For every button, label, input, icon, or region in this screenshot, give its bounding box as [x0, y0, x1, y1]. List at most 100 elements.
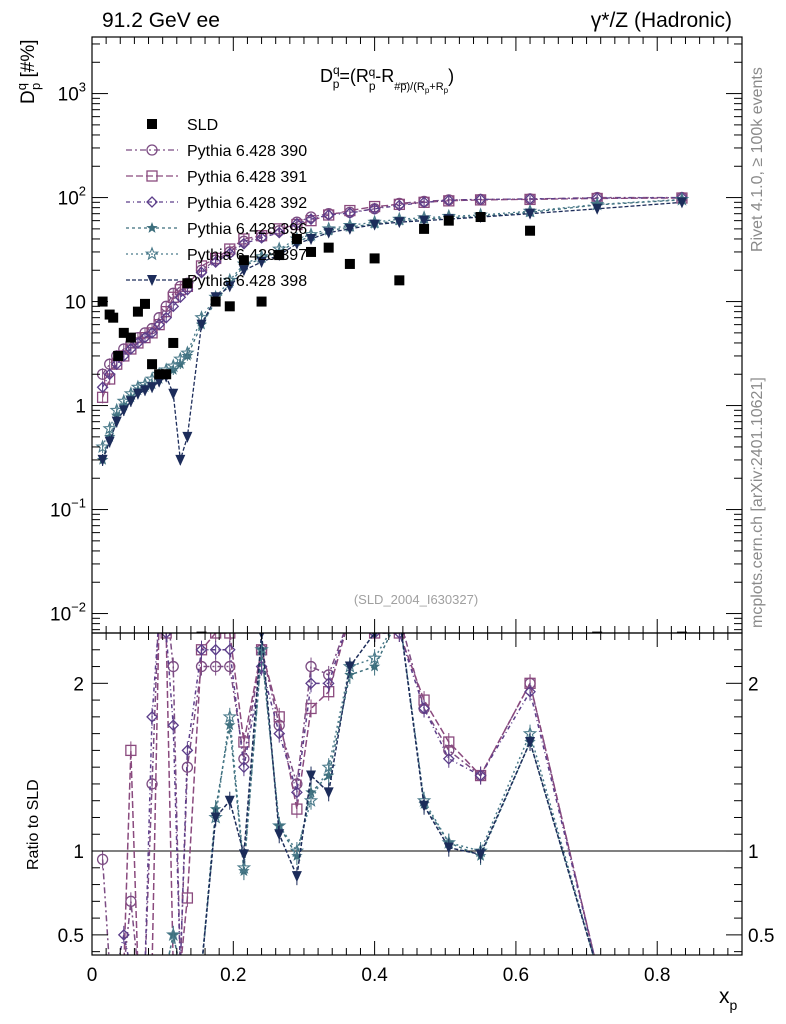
plot-title-d: D	[320, 66, 333, 86]
series-3-ratio-point	[153, 962, 164, 973]
sld-point	[196, 631, 207, 633]
y-tick-label-base: 10	[58, 85, 79, 106]
y-tick-label-exp: 2	[79, 184, 86, 199]
y-tick-label: 10−1	[50, 496, 86, 522]
x-tick-label: 0.6	[503, 965, 529, 986]
sld-point	[419, 223, 430, 234]
series-2-ratio-point	[345, 611, 355, 621]
series-5-ratio-point	[112, 963, 122, 974]
series-3-ratio-point	[97, 962, 108, 973]
series-2-ratio-point	[140, 963, 150, 973]
series-3-ratio-point	[394, 610, 405, 621]
legend-label: Pythia 6.428 391	[187, 169, 307, 186]
series-4-ratio-point	[139, 962, 150, 973]
series-0-ratio-point	[133, 963, 143, 973]
series-2-ratio-point	[133, 963, 143, 973]
ratio-tick-label: 2	[73, 674, 84, 695]
series-5-ratio-point	[592, 963, 602, 974]
y-tick-label-exp: −1	[71, 496, 86, 511]
series-1-ratio-point	[291, 803, 303, 815]
legend-marker	[146, 196, 158, 208]
series-3-ratio-point	[139, 962, 150, 973]
series-2-point	[322, 209, 335, 221]
series-1-ratio-point	[125, 744, 137, 757]
series-3-ratio-point	[182, 962, 193, 973]
series-5-point	[525, 208, 536, 220]
series-2-point	[110, 358, 123, 371]
y-tick-label-base: 10	[50, 605, 71, 626]
series-2-point	[195, 266, 208, 279]
series-4-ratio-point	[118, 962, 129, 973]
series-2-point	[160, 311, 173, 324]
series-2-ratio-point	[117, 928, 130, 941]
series-3-ratio-point	[146, 962, 158, 973]
ratio-tick-label: 1	[73, 842, 84, 863]
sld-point	[125, 332, 136, 343]
series-2-ratio-point	[418, 702, 430, 715]
ratio-panel-plot	[92, 610, 742, 974]
legend-label: Pythia 6.428 396	[187, 221, 307, 238]
series-3-ratio-point	[104, 962, 115, 973]
series-2-point	[96, 381, 109, 394]
series-5-line	[101, 201, 682, 461]
series-5-point	[104, 436, 115, 448]
series-2-point	[418, 196, 430, 209]
x-tick-label: 0.4	[361, 965, 388, 986]
sld-point	[676, 631, 687, 633]
x-tick-label: 0	[87, 965, 98, 986]
sld-point	[525, 225, 536, 236]
series-4-ratio-point	[132, 962, 143, 973]
series-5-ratio-point	[419, 800, 430, 812]
series-0-ratio-line	[101, 633, 595, 955]
x-axis-label: xp	[719, 985, 738, 1013]
series-5-ratio-point	[238, 849, 249, 861]
series-5-point	[224, 281, 235, 293]
series-5-ratio-point	[168, 963, 178, 974]
series-2-ratio-point	[181, 744, 194, 757]
y-tick-label: 103	[58, 80, 86, 106]
legend-sld-marker	[147, 119, 157, 129]
series-3-ratio-point	[132, 962, 143, 973]
series-4-ratio-point	[166, 927, 181, 941]
series-5-ratio-point	[291, 871, 302, 883]
header-left: 91.2 GeV ee	[102, 9, 220, 32]
series-5-ratio-point	[344, 661, 355, 673]
series-4-ratio-point	[303, 793, 319, 807]
series-5-point	[369, 219, 380, 231]
series-4-ratio-point	[153, 962, 164, 973]
series-4-point	[102, 420, 117, 435]
legend-label: Pythia 6.428 398	[187, 273, 307, 290]
series-5-point	[168, 388, 179, 400]
series-0-ratio-point	[181, 761, 194, 773]
series-5-point	[125, 396, 136, 408]
series-5-point	[147, 382, 158, 394]
series-0-ratio-point	[394, 611, 404, 621]
series-2-ratio-point	[393, 633, 406, 639]
series-5-ratio-point	[182, 963, 192, 974]
y-tick-label-base: 10	[58, 189, 79, 210]
series-2-point	[153, 318, 166, 331]
series-5-ratio-point	[161, 963, 171, 974]
sld-point	[238, 255, 249, 266]
series-2-ratio-point	[223, 643, 236, 656]
series-1-ratio-point	[181, 892, 194, 904]
ratio-axis-label: Ratio to SLD	[25, 779, 42, 870]
series-2-point	[174, 291, 187, 304]
series-3-ratio-point	[125, 962, 136, 973]
series-4-ratio-point	[676, 962, 688, 973]
series-5-ratio-point	[274, 829, 285, 841]
series-5-point	[676, 197, 687, 209]
series-2-ratio-point	[322, 677, 335, 690]
y-tick-label-exp: −2	[71, 600, 86, 615]
series-2-ratio-point	[677, 963, 687, 973]
series-2-ratio-point	[98, 963, 108, 973]
series-5-ratio-point	[475, 849, 486, 861]
ratio-frame	[91, 632, 743, 956]
sld-point	[118, 327, 129, 338]
y-tick-label-base: 1	[75, 397, 86, 418]
series-2-ratio-point	[442, 752, 455, 765]
plot-title-rsub2: #p̅)/(R	[394, 81, 425, 93]
series-1-ratio-point	[273, 711, 285, 723]
series-2-point	[103, 368, 116, 381]
series-5-point	[419, 215, 430, 227]
